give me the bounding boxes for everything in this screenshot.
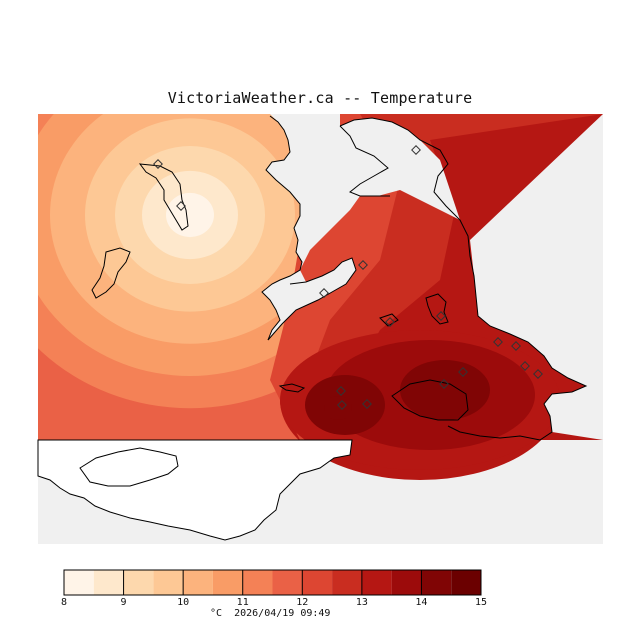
station-marker bbox=[458, 367, 468, 377]
station-marker bbox=[385, 317, 395, 327]
legend-color-bin bbox=[153, 570, 184, 595]
legend-color-bin bbox=[391, 570, 422, 595]
weather-stations bbox=[153, 145, 543, 410]
southern-island bbox=[79, 447, 179, 487]
legend-color-bin bbox=[212, 570, 243, 595]
unit-label: °C bbox=[210, 608, 223, 619]
north-island-coastline bbox=[339, 125, 390, 197]
station-marker bbox=[176, 201, 186, 211]
legend-color-bin bbox=[242, 570, 273, 595]
legend-tick-label: 12 bbox=[296, 597, 309, 608]
station-marker bbox=[533, 369, 543, 379]
east-small-island bbox=[379, 313, 399, 327]
legend-tick-label: 13 bbox=[355, 597, 368, 608]
station-marker bbox=[493, 337, 503, 347]
legend-color-bin bbox=[451, 570, 481, 595]
station-marker bbox=[153, 159, 163, 169]
legend-color-bin bbox=[332, 570, 362, 595]
coastlines bbox=[91, 115, 588, 441]
small-lake bbox=[425, 293, 449, 325]
legend-tick-label: 15 bbox=[474, 597, 488, 608]
southeast-island bbox=[391, 379, 469, 421]
contour-hot-e-overlay bbox=[400, 360, 490, 420]
station-marker bbox=[411, 145, 421, 155]
inner-island-north bbox=[138, 163, 189, 231]
legend-color-bin bbox=[361, 570, 392, 595]
color-legend bbox=[63, 569, 482, 596]
station-marker bbox=[520, 361, 530, 371]
legend-color-bin bbox=[93, 570, 124, 595]
station-marker bbox=[436, 311, 446, 321]
west-coastline bbox=[261, 115, 303, 341]
map-title: VictoriaWeather.ca -- Temperature bbox=[167, 89, 473, 107]
legend-tick-label: 11 bbox=[236, 597, 249, 608]
station-marker bbox=[362, 399, 372, 409]
legend-color-bin bbox=[123, 570, 154, 595]
timestamp: 2026/04/19 09:49 bbox=[234, 608, 331, 619]
legend-color-bin bbox=[272, 570, 303, 595]
no-data-east bbox=[470, 114, 603, 440]
east-peninsula-coastline bbox=[339, 117, 588, 441]
legend-color-bin bbox=[302, 570, 333, 595]
map-footer: °C 2026/04/19 09:49 bbox=[210, 608, 330, 619]
legend-color-bin bbox=[183, 570, 213, 595]
no-data-north-strip bbox=[270, 114, 460, 220]
temperature-contours bbox=[38, 114, 603, 480]
station-marker bbox=[511, 341, 521, 351]
legend-tick-label: 9 bbox=[120, 597, 127, 608]
central-inlet-coastline bbox=[267, 257, 357, 341]
legend-tick-label: 14 bbox=[415, 597, 428, 608]
station-marker bbox=[358, 260, 368, 270]
inner-island-west bbox=[91, 247, 131, 299]
legend-color-bin bbox=[64, 570, 94, 595]
station-marker bbox=[439, 379, 449, 389]
station-marker bbox=[319, 288, 329, 298]
contour-cool-6 bbox=[166, 192, 214, 238]
legend-tick-label: 8 bbox=[60, 597, 68, 608]
station-marker bbox=[337, 400, 347, 410]
legend-color-bin bbox=[421, 570, 452, 595]
spit-coastline bbox=[278, 383, 306, 393]
contour-hot-w-core bbox=[324, 396, 352, 420]
legend-tick-label: 10 bbox=[177, 597, 190, 608]
station-marker bbox=[336, 386, 346, 396]
